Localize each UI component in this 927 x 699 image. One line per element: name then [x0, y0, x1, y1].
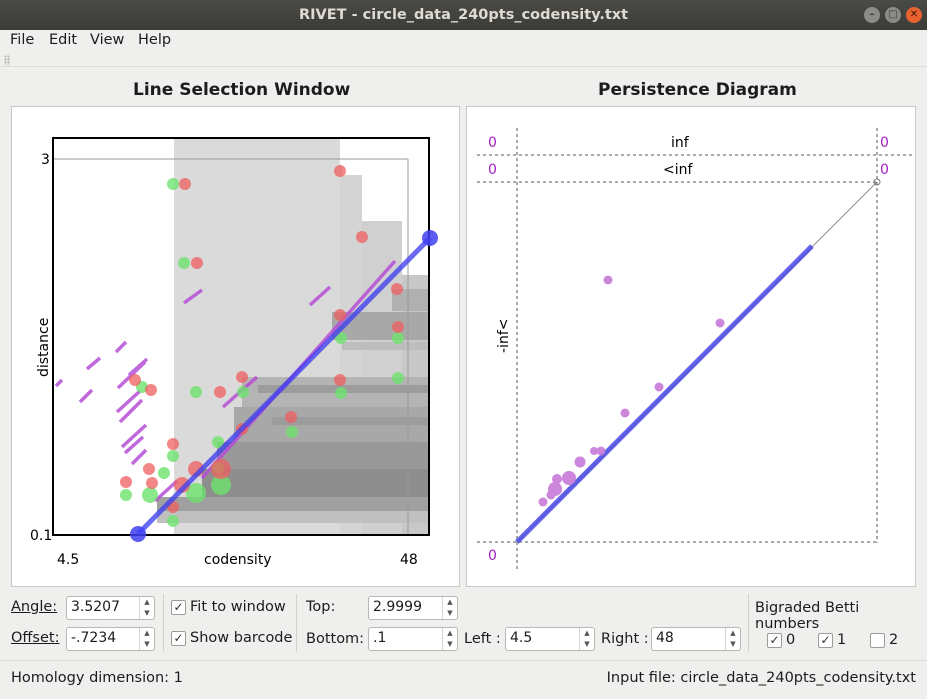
left-input[interactable]: [510, 630, 572, 646]
bottom-stepper[interactable]: ▲ ▼: [442, 628, 457, 650]
count-mid-right: 0: [880, 162, 889, 178]
minimize-button[interactable]: –: [864, 7, 880, 23]
window-titlebar: RIVET - circle_data_240pts_codensity.txt…: [0, 0, 927, 30]
right-spinbox[interactable]: ▲▼: [651, 627, 741, 651]
bottom-label: Bottom:: [306, 631, 365, 647]
inf-label: inf: [671, 135, 690, 151]
menu-help[interactable]: Help: [138, 32, 172, 48]
persistence-diagram-title: Persistence Diagram: [598, 80, 797, 100]
divider: [163, 594, 164, 652]
up-arrow-icon[interactable]: ▲: [144, 629, 150, 637]
line-endpoint-bottom-handle[interactable]: [130, 526, 146, 542]
count-mid-left: 0: [488, 162, 497, 178]
count-top-left: 0: [488, 135, 497, 151]
line-endpoint-top-handle[interactable]: [422, 230, 438, 246]
y-axis-title: distance: [36, 318, 52, 377]
offset-spinbox[interactable]: ▲▼: [66, 627, 155, 651]
down-arrow-icon[interactable]: ▼: [447, 640, 453, 648]
betti-2-label[interactable]: 2: [889, 632, 899, 648]
menu-file[interactable]: File: [10, 32, 35, 48]
close-icon: ✕: [909, 9, 919, 20]
diagonal-endpoint-icon: [873, 178, 881, 186]
status-bar: Homology dimension: 1 Input file: circle…: [0, 660, 927, 699]
less-than-inf-label: <inf: [663, 162, 693, 178]
angle-spinbox[interactable]: ▲▼: [66, 596, 155, 620]
right-label: Right :: [601, 631, 649, 647]
minimize-icon: –: [869, 9, 875, 20]
up-arrow-icon[interactable]: ▲: [447, 629, 453, 637]
window-title: RIVET - circle_data_240pts_codensity.txt: [298, 7, 629, 23]
diagram-grid-lines: [477, 128, 913, 569]
x-axis-title: codensity: [204, 552, 272, 568]
down-arrow-icon[interactable]: ▼: [144, 609, 150, 617]
betti-xi0-points: [120, 178, 404, 527]
persistence-diagram-canvas[interactable]: 0 0 0 0 0 inf <inf -inf<: [466, 106, 916, 587]
down-arrow-icon[interactable]: ▼: [584, 640, 590, 648]
x-axis-right-label: 48: [400, 552, 418, 568]
show-barcode-label[interactable]: Show barcode: [190, 630, 293, 646]
fit-to-window-label[interactable]: Fit to window: [190, 599, 286, 615]
menu-edit[interactable]: Edit: [49, 32, 78, 48]
betti-2-checkbox[interactable]: [870, 633, 885, 648]
show-barcode-checkbox[interactable]: ✓: [171, 631, 186, 646]
line-selection-title: Line Selection Window: [133, 80, 351, 100]
betti-title: Bigraded Betti numbers: [755, 600, 860, 632]
angle-label: Angle:: [11, 599, 58, 615]
betti-0-label[interactable]: 0: [786, 632, 796, 648]
betti-1-label[interactable]: 1: [837, 632, 847, 648]
line-selection-canvas[interactable]: 3 0.1 4.5 48 codensity distance: [11, 106, 460, 587]
right-input[interactable]: [656, 630, 718, 646]
down-arrow-icon[interactable]: ▼: [144, 640, 150, 648]
top-input[interactable]: [373, 599, 435, 615]
divider: [296, 594, 297, 652]
offset-input[interactable]: [71, 630, 132, 646]
selected-line[interactable]: [136, 236, 432, 536]
up-arrow-icon[interactable]: ▲: [584, 629, 590, 637]
count-bottom: 0: [488, 548, 497, 564]
menu-view[interactable]: View: [90, 32, 125, 48]
count-top-right: 0: [880, 135, 889, 151]
neg-inf-label: -inf<: [496, 319, 512, 353]
y-axis-bottom-label: 0.1: [30, 528, 52, 544]
offset-stepper[interactable]: ▲ ▼: [139, 628, 154, 650]
input-file-status: Input file: circle_data_240pts_codensity…: [606, 670, 916, 686]
bottom-spinbox[interactable]: ▲▼: [368, 627, 458, 651]
bottom-input[interactable]: [373, 630, 435, 646]
angle-input[interactable]: [71, 599, 132, 615]
x-axis-left-label: 4.5: [57, 552, 79, 568]
up-arrow-icon[interactable]: ▲: [730, 629, 736, 637]
betti-0-checkbox[interactable]: ✓: [767, 633, 782, 648]
left-stepper[interactable]: ▲ ▼: [579, 628, 594, 650]
persistence-diagram-plot[interactable]: 0 0 0 0 0 inf <inf -inf<: [467, 107, 915, 586]
top-spinbox[interactable]: ▲▼: [368, 596, 458, 620]
left-label: Left :: [464, 631, 501, 647]
toolbar-grip-icon[interactable]: [4, 55, 10, 65]
homology-dimension-status: Homology dimension: 1: [11, 670, 183, 686]
maximize-icon: □: [888, 9, 898, 20]
toolbar-separator: [0, 66, 927, 67]
betti-1-checkbox[interactable]: ✓: [818, 633, 833, 648]
angle-stepper[interactable]: ▲ ▼: [139, 597, 154, 619]
plot-frame: [52, 137, 430, 536]
fit-to-window-checkbox[interactable]: ✓: [171, 600, 186, 615]
offset-label: Offset:: [11, 630, 60, 646]
top-stepper[interactable]: ▲ ▼: [442, 597, 457, 619]
y-axis-top-label: 3: [41, 152, 50, 168]
down-arrow-icon[interactable]: ▼: [730, 640, 736, 648]
up-arrow-icon[interactable]: ▲: [447, 598, 453, 606]
menu-bar: File Edit View Help: [0, 30, 927, 52]
maximize-button[interactable]: □: [885, 7, 901, 23]
line-selection-plot[interactable]: 3 0.1 4.5 48 codensity distance: [12, 107, 459, 586]
diagram-selected-line: [515, 244, 814, 544]
divider: [748, 594, 749, 652]
controls-panel: Angle: ▲▼ Offset: ▲▼ ✓ Fit to window ✓ S…: [0, 590, 927, 660]
persistence-dots: [538, 275, 725, 507]
close-button[interactable]: ✕: [906, 7, 922, 23]
up-arrow-icon[interactable]: ▲: [144, 598, 150, 606]
left-spinbox[interactable]: ▲▼: [505, 627, 595, 651]
down-arrow-icon[interactable]: ▼: [447, 609, 453, 617]
top-label: Top:: [306, 599, 336, 615]
right-stepper[interactable]: ▲ ▼: [725, 628, 740, 650]
betti-xi1-points: [120, 165, 404, 513]
